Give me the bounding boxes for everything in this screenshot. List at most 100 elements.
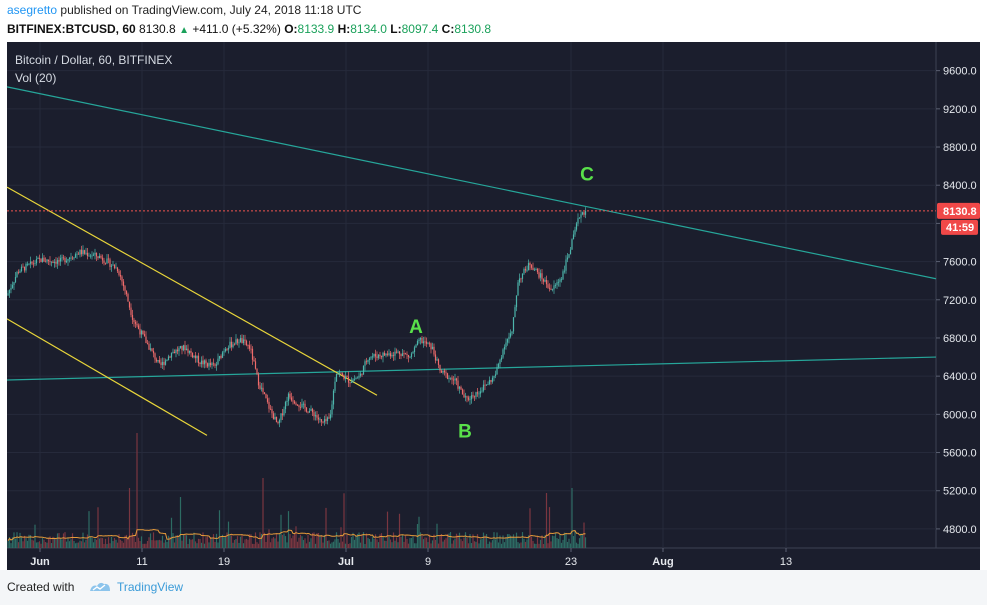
volume-bar bbox=[205, 537, 207, 548]
price-axis[interactable] bbox=[936, 42, 980, 548]
candle-body bbox=[478, 393, 480, 395]
candle-body bbox=[67, 259, 69, 261]
volume-bar bbox=[20, 536, 23, 548]
candle-body bbox=[17, 272, 20, 273]
candle-body bbox=[497, 363, 500, 368]
candle-body bbox=[485, 384, 488, 386]
volume-bar bbox=[71, 533, 74, 548]
candle-body bbox=[410, 353, 413, 357]
plot-area[interactable] bbox=[7, 42, 936, 548]
volume-bar bbox=[349, 543, 351, 548]
candle-body bbox=[568, 254, 570, 258]
candle-body bbox=[128, 301, 131, 308]
y-tick-label: 6800.0 bbox=[943, 333, 977, 345]
candle-body bbox=[319, 419, 321, 420]
time-axis[interactable] bbox=[7, 548, 980, 570]
volume-bar bbox=[439, 535, 441, 548]
candle-body bbox=[326, 417, 329, 422]
volume-bar bbox=[265, 541, 267, 548]
trendline-lower-ascending-green[interactable] bbox=[6, 356, 937, 381]
volume-bar bbox=[298, 537, 300, 548]
candle-body bbox=[461, 389, 464, 395]
volume-bar bbox=[281, 534, 284, 548]
candle-body bbox=[247, 345, 249, 346]
candle-body bbox=[232, 344, 234, 348]
volume-bar bbox=[167, 535, 170, 548]
volume-bar bbox=[461, 541, 464, 548]
volume-bar bbox=[226, 532, 228, 548]
candle-body bbox=[302, 403, 305, 405]
volume-bar bbox=[316, 533, 318, 548]
volume-bar bbox=[302, 540, 305, 548]
candle-body bbox=[559, 279, 561, 282]
candle-body bbox=[455, 378, 458, 381]
open-value: 8133.9 bbox=[297, 22, 335, 36]
candle-body bbox=[566, 257, 569, 260]
candle-body bbox=[8, 289, 11, 294]
y-tick-label: 9200.0 bbox=[943, 104, 977, 116]
candle-body bbox=[332, 390, 335, 405]
trendlines[interactable] bbox=[6, 86, 937, 436]
candle-body bbox=[40, 258, 42, 262]
volume-bar bbox=[563, 532, 566, 548]
volume-bar bbox=[374, 534, 377, 548]
candle-body bbox=[88, 255, 90, 257]
footer: Created with TradingView bbox=[0, 570, 987, 605]
candle-body bbox=[221, 352, 224, 358]
volume-bar bbox=[236, 536, 239, 548]
volume-bar bbox=[527, 535, 530, 548]
volume-bar bbox=[200, 542, 203, 548]
candle-body bbox=[281, 413, 284, 416]
candle-body bbox=[62, 257, 65, 259]
volume-bar bbox=[295, 526, 297, 548]
author-link[interactable]: asegretto bbox=[7, 3, 58, 17]
volume-bar bbox=[548, 507, 551, 548]
volume-bar bbox=[479, 539, 482, 548]
candle-body bbox=[433, 346, 435, 355]
price-chart[interactable]: 9600.09200.08800.08400.08000.07600.07200… bbox=[0, 40, 987, 570]
candle-body bbox=[203, 360, 206, 365]
candle-body bbox=[238, 342, 240, 344]
volume-bar bbox=[140, 536, 143, 548]
candle-body bbox=[542, 279, 545, 282]
candle-body bbox=[139, 328, 141, 335]
volume-bar bbox=[469, 534, 471, 548]
candle-body bbox=[52, 261, 54, 264]
trendline-lower-yellow[interactable] bbox=[6, 318, 208, 436]
candle-body bbox=[286, 400, 288, 403]
volume-bar bbox=[83, 542, 86, 548]
volume-bar bbox=[379, 534, 381, 548]
volume-bar bbox=[91, 537, 93, 548]
candle-body bbox=[536, 268, 539, 273]
volume-bar bbox=[380, 533, 383, 548]
candle-body bbox=[157, 360, 159, 362]
volume-bar bbox=[13, 532, 15, 548]
candle-body bbox=[103, 260, 105, 263]
volume-bar bbox=[310, 538, 312, 548]
candle-body bbox=[83, 250, 86, 254]
candle-body bbox=[340, 372, 342, 374]
candle-body bbox=[365, 361, 368, 363]
publish-line: asegretto published on TradingView.com, … bbox=[7, 3, 361, 17]
volume-bar bbox=[472, 534, 474, 548]
volume-bar bbox=[583, 522, 585, 548]
volume-bar bbox=[238, 542, 240, 548]
volume-bar bbox=[503, 542, 506, 548]
volume-bar bbox=[487, 543, 489, 548]
volume-bar bbox=[388, 536, 390, 548]
volume-bar bbox=[116, 542, 119, 548]
volume-bar bbox=[248, 534, 251, 548]
candle-body bbox=[127, 294, 129, 302]
trendline-upper-yellow[interactable] bbox=[6, 186, 378, 396]
candle-body bbox=[545, 279, 548, 285]
volume-bar bbox=[68, 541, 71, 548]
tradingview-brand-link[interactable]: TradingView bbox=[117, 580, 184, 594]
volume-bar bbox=[373, 538, 375, 548]
trendline-upper-descending-green[interactable] bbox=[6, 86, 937, 280]
candle-body bbox=[335, 373, 338, 382]
candle-body bbox=[290, 397, 293, 401]
volume-bar bbox=[61, 539, 63, 548]
x-tick-label: Jun bbox=[30, 556, 50, 568]
volume-bar bbox=[415, 543, 417, 548]
candle-body bbox=[343, 375, 345, 379]
